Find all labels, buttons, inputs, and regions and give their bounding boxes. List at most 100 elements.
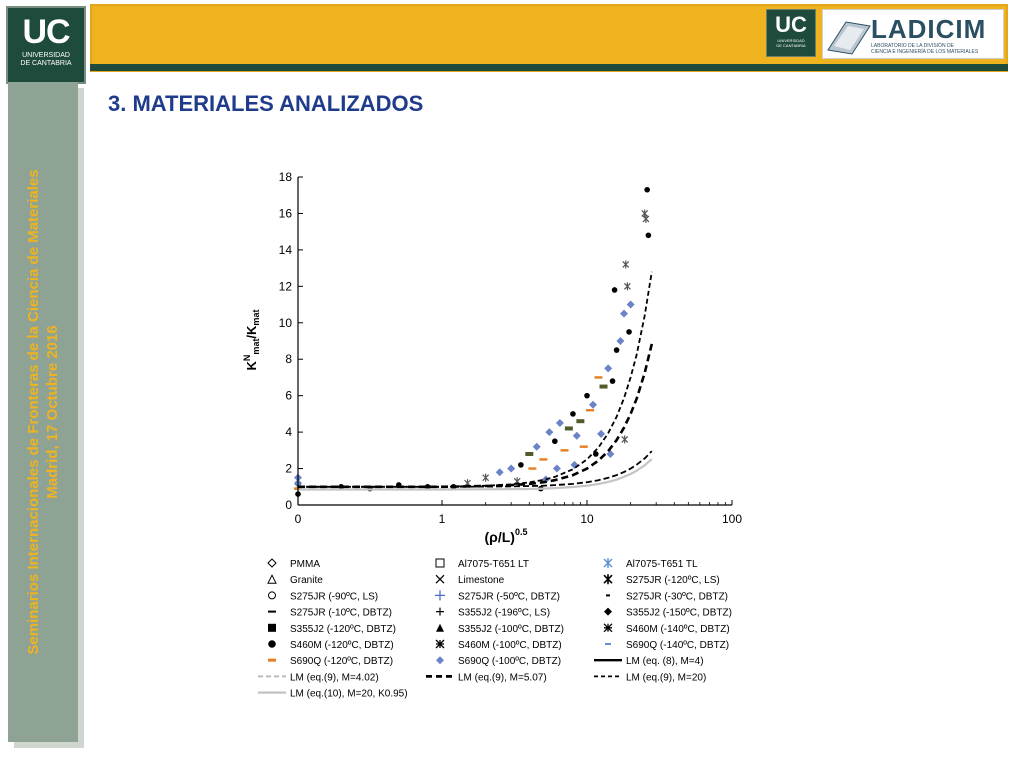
legend-label: S690Q (-100ºC, DBTZ) [458,656,561,667]
data-point-mark [641,209,649,218]
data-point [570,411,576,417]
data-point-mark [518,462,524,468]
data-point-mark [525,451,534,456]
uc-logo-right-line1: UNIVERSIDAD [777,38,805,43]
x-axis-label: (ρ/L)0.5 [485,527,528,545]
series-line [298,450,653,488]
legend-item: LM (eq.(9), M=4.02) [258,672,379,683]
y-tick-label: 8 [285,352,292,366]
legend-item: S275JR (-50ºC, DBTZ) [435,590,560,602]
legend-label: LM (eq.(9), M=4.02) [290,672,379,683]
legend-item: LM (eq. (8), M=4) [594,656,704,667]
axes: 0 2 4 6 8 10 12 14 16 18 0 1 10 100 [279,170,743,526]
x-axis-label-text: (ρ/L) [485,529,515,545]
legend-marker [603,574,613,585]
data-point-mark [623,282,631,291]
x-tick-label: 0 [295,512,302,526]
data-point [626,300,635,309]
legend-item: Limestone [435,574,505,586]
data-point [528,467,537,470]
data-point [560,449,569,452]
legend-marker [268,610,276,613]
y-axis-label: KNmat/Kmat [242,310,261,371]
data-point-mark [545,428,554,437]
legend-item: S460M (-120ºC, DBTZ) [268,640,394,651]
legend-label: S355J2 (-150ºC, DBTZ) [626,608,732,619]
data-point-mark [570,411,576,417]
data-point-mark [594,376,603,379]
legend-marker [435,574,445,584]
data-point [620,309,629,318]
legend-label: Al7075-T651 LT [458,559,529,570]
data-point-mark [599,384,608,389]
data-point-mark [482,473,490,482]
uc-logo-right: UC UNIVERSIDAD DE CANTABRIA [766,9,816,57]
legend-item: S690Q (-120ºC, DBTZ) [268,656,393,667]
data-point-mark [560,449,569,452]
ladicim-logo: LADICIM LABORATORIO DE LA DIVISIÓN DE CI… [822,9,1004,59]
y-tick-label: 0 [285,498,292,512]
data-point [570,460,579,469]
data-point-mark [616,337,625,345]
data-point [518,462,524,468]
uc-logo-left-main: UC [22,13,70,51]
legend-label: Limestone [458,575,505,586]
legend-item: S355J2 (-150ºC, DBTZ) [604,607,732,619]
data-point [495,468,504,477]
data-point [572,431,581,440]
uc-logo-right-main: UC [775,12,807,37]
legend-label: S275JR (-120ºC, LS) [626,575,720,586]
header-underline [90,64,1008,71]
legend-label: LM (eq.(10), M=20, K0.95) [290,689,408,700]
series-line [298,271,653,488]
data-point [611,287,618,293]
data-point [622,260,630,269]
data-point [606,449,615,458]
data-point [579,445,588,448]
data-point [621,435,629,444]
data-point-mark [555,419,564,427]
data-point-mark [584,392,590,399]
legend-item: S275JR (-30ºC, DBTZ) [606,591,728,602]
data-point-mark [589,400,598,409]
plot-lines [298,271,654,491]
data-point-mark [606,449,615,458]
data-point [545,428,554,437]
data-point-mark [622,260,630,269]
slide-title: 3. MATERIALES ANALIZADOS [108,91,424,116]
legend-marker [604,607,612,616]
data-point [552,464,561,473]
data-point-mark [611,287,618,293]
legend-item: Granite [267,574,323,586]
legend-item: PMMA [267,558,320,570]
legend-label: S275JR (-50ºC, DBTZ) [458,591,560,602]
plot-points [294,186,652,497]
legend-label: S460M (-120ºC, DBTZ) [290,640,394,651]
data-point-mark [539,458,548,461]
legend-item: S275JR (-10ºC, DBTZ) [268,608,392,619]
y-tick-label: 2 [285,462,292,476]
data-point [576,419,585,424]
series-line [298,343,654,489]
data-point [599,384,608,389]
data-point [594,376,603,379]
data-point [525,451,534,456]
data-point-mark [642,214,650,223]
legend-marker [267,574,277,584]
data-point [641,209,649,218]
y-tick-label: 14 [279,243,293,257]
data-point-mark [597,429,606,438]
data-point [597,429,606,438]
legend-marker [435,590,445,601]
legend-label: S275JR (-30ºC, DBTZ) [626,591,728,602]
legend-label: Granite [290,575,323,586]
uc-logo-left-line1: UNIVERSIDAD [22,52,70,59]
data-point [589,400,598,409]
data-point-mark [579,445,588,448]
x-tick-label: 100 [722,512,742,526]
uc-logo-left: UC UNIVERSIDAD DE CANTABRIA [6,6,86,84]
legend-item: S355J2 (-100ºC, DBTZ) [436,623,564,635]
data-point [552,438,558,445]
data-point-mark [564,426,573,431]
data-point [564,426,573,431]
